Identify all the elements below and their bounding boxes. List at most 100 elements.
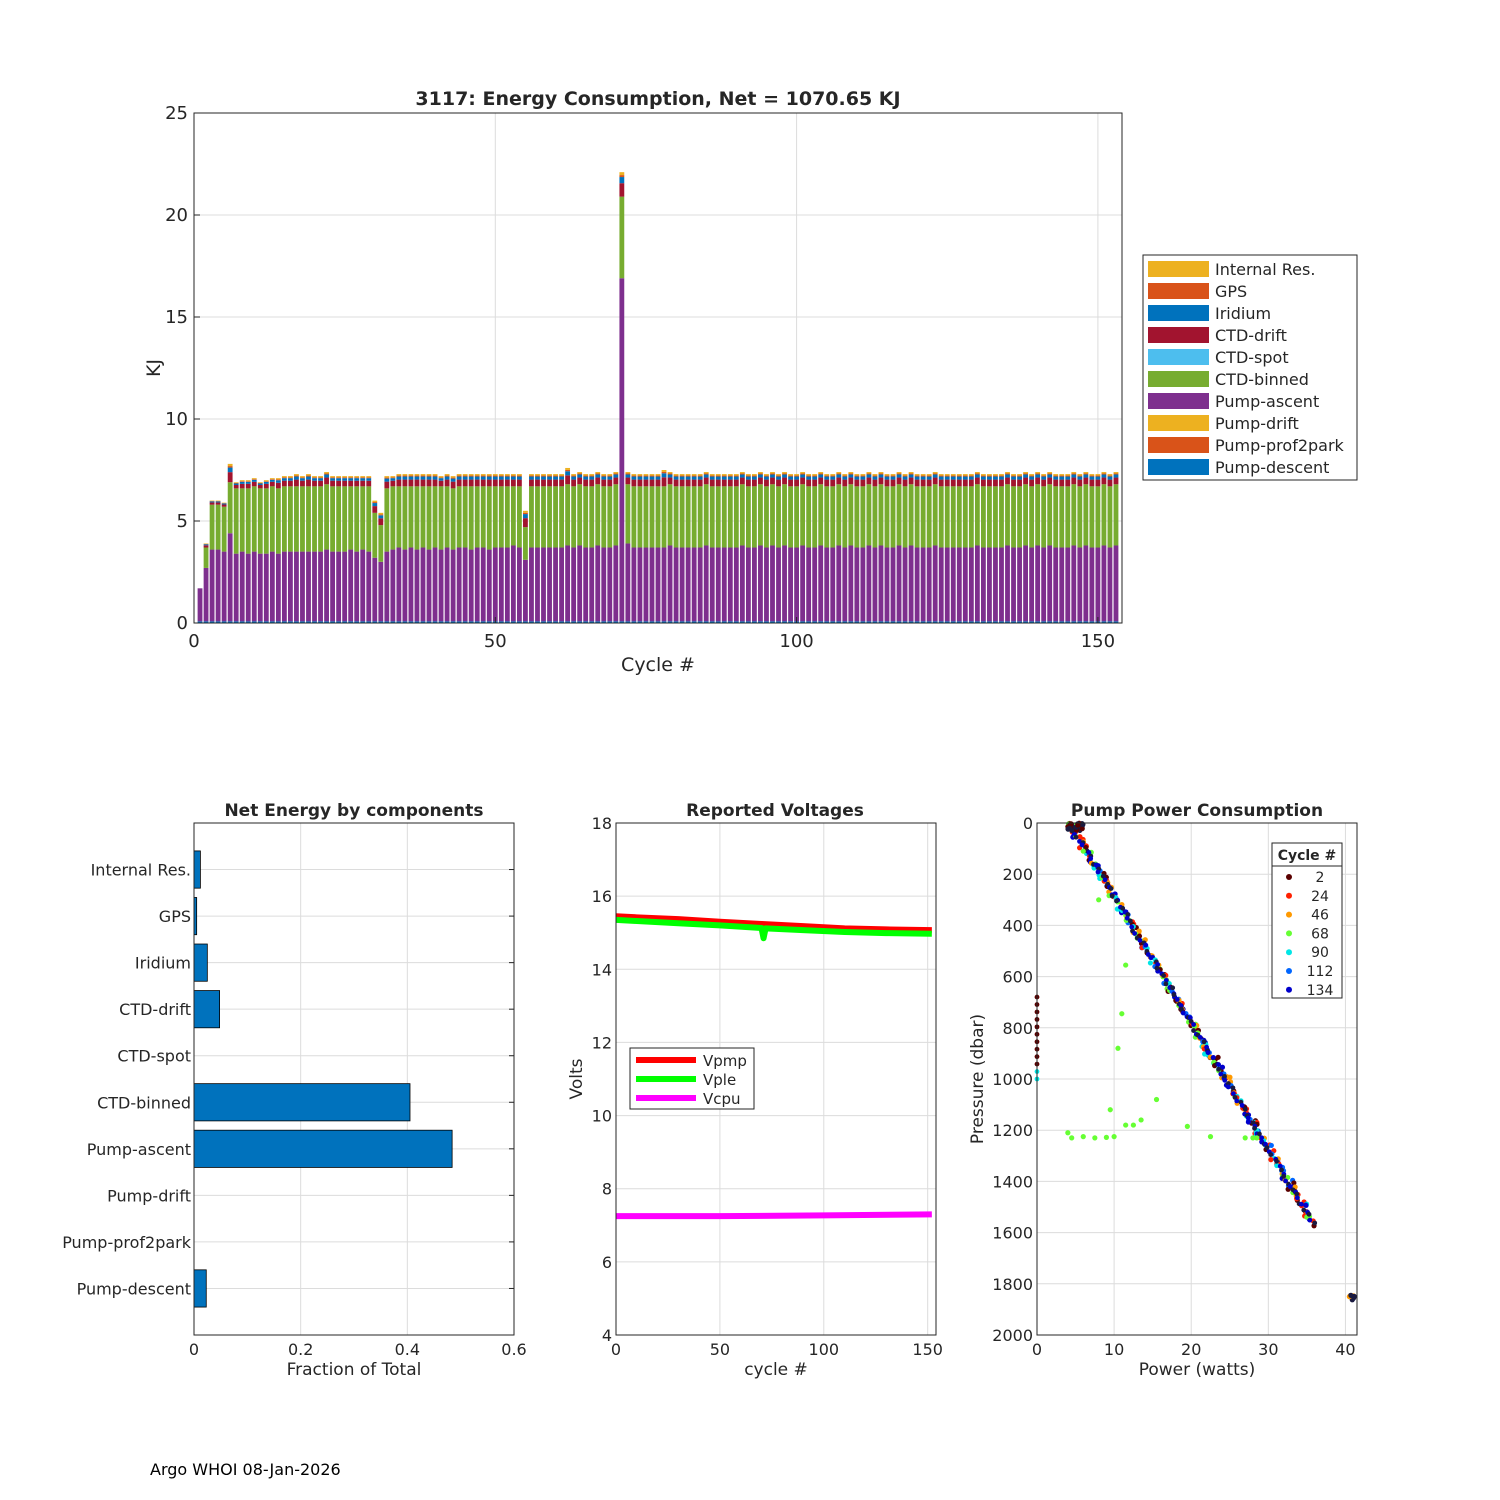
energy-bar-segment bbox=[661, 470, 667, 472]
energy-bar-segment bbox=[649, 621, 655, 623]
energy-bar-segment bbox=[318, 477, 323, 479]
energy-bar-segment bbox=[745, 621, 751, 623]
energy-bar-segment bbox=[812, 475, 818, 477]
energy-bar-segment bbox=[1065, 486, 1071, 548]
energy-bar-segment bbox=[999, 474, 1004, 476]
energy-bar-segment bbox=[987, 479, 992, 487]
pump-scatter-point bbox=[1197, 1035, 1203, 1040]
energy-bar-segment bbox=[245, 481, 251, 484]
energy-bar-segment bbox=[727, 479, 733, 487]
energy-bar-segment bbox=[420, 486, 426, 548]
energy-bar-segment bbox=[926, 486, 932, 548]
energy-bar-segment bbox=[974, 474, 980, 478]
pump-x-tick-label: 0 bbox=[1032, 1340, 1042, 1359]
energy-bar-segment bbox=[631, 474, 637, 476]
energy-bar-segment bbox=[968, 475, 974, 477]
energy-bar-segment bbox=[275, 482, 281, 489]
energy-bar-segment bbox=[956, 479, 962, 487]
energy-bar-segment bbox=[1113, 472, 1119, 474]
energy-bar-segment bbox=[396, 547, 402, 622]
energy-bar-segment bbox=[523, 621, 528, 623]
energy-bar-segment bbox=[1005, 545, 1010, 622]
energy-bar-segment bbox=[529, 475, 534, 477]
energy-bar-segment bbox=[269, 479, 275, 480]
energy-bar-segment bbox=[342, 551, 348, 622]
energy-bar-segment bbox=[462, 621, 468, 623]
pump-scatter-point bbox=[1279, 1167, 1284, 1173]
pump-axes-box bbox=[1036, 822, 1358, 1336]
energy-bar-segment bbox=[275, 488, 281, 554]
energy-bar-segment bbox=[878, 473, 884, 475]
energy-bar-segment bbox=[691, 476, 697, 480]
energy-bar-segment bbox=[818, 474, 824, 478]
energy-bar-segment bbox=[589, 476, 595, 480]
energy-bar-segment bbox=[643, 479, 649, 487]
energy-bar-segment bbox=[269, 621, 275, 623]
energy-bar-segment bbox=[848, 472, 854, 474]
energy-bar-segment bbox=[860, 474, 866, 476]
energy-bar-segment bbox=[956, 486, 962, 548]
energy-bar-segment bbox=[956, 475, 962, 477]
energy-bar-segment bbox=[987, 486, 992, 548]
energy-bar-segment bbox=[643, 474, 649, 476]
energy-bar-segment bbox=[739, 474, 745, 478]
energy-bar-segment bbox=[914, 474, 920, 476]
pump-scatter-point bbox=[1191, 1022, 1197, 1027]
pump-y-tick-label: 1400 bbox=[992, 1172, 1033, 1191]
energy-bar-segment bbox=[691, 474, 697, 476]
energy-bar-segment bbox=[890, 475, 896, 477]
energy-bar-segment bbox=[583, 547, 589, 622]
energy-bar-segment bbox=[221, 551, 227, 622]
pump-scatter-point bbox=[1163, 981, 1169, 987]
energy-bar-segment bbox=[703, 621, 709, 623]
energy-y-tick-label: 10 bbox=[165, 409, 188, 430]
pump-legend-label: 134 bbox=[1307, 983, 1334, 999]
energy-bar-segment bbox=[1089, 486, 1095, 548]
energy-bar-segment bbox=[938, 486, 944, 548]
energy-bar-segment bbox=[402, 549, 408, 622]
energy-bar-segment bbox=[1113, 484, 1119, 546]
volts-x-tick-label: 0 bbox=[611, 1340, 621, 1359]
energy-bar-segment bbox=[956, 547, 962, 622]
pump-scatter-point bbox=[1207, 1134, 1214, 1140]
energy-bar-segment bbox=[535, 547, 540, 622]
pump-scatter-point bbox=[1178, 1003, 1184, 1008]
energy-bar-segment bbox=[486, 621, 492, 623]
energy-bar-segment bbox=[745, 475, 751, 477]
energy-bar-segment bbox=[233, 482, 239, 483]
energy-bar-segment bbox=[589, 621, 595, 623]
energy-bar-segment bbox=[318, 476, 323, 478]
pump-y-tick-label: 1000 bbox=[992, 1070, 1033, 1089]
energy-bar-segment bbox=[1071, 472, 1077, 474]
energy-bar-segment bbox=[577, 474, 583, 478]
energy-bar-segment bbox=[800, 545, 806, 622]
pump-scatter-point bbox=[1205, 1050, 1211, 1055]
pump-scatter-point bbox=[1086, 850, 1092, 855]
energy-bar-segment bbox=[1101, 545, 1107, 622]
energy-bar-segment bbox=[384, 621, 390, 623]
energy-bar-segment bbox=[432, 474, 438, 476]
energy-bar-segment bbox=[679, 475, 685, 477]
energy-bar-segment bbox=[637, 547, 643, 622]
energy-bar-segment bbox=[800, 484, 806, 546]
pump-scatter-point bbox=[1124, 915, 1130, 921]
energy-bar-segment bbox=[354, 551, 360, 622]
pump-scatter-point bbox=[1301, 1207, 1307, 1213]
energy-bar-segment bbox=[372, 557, 378, 622]
energy-bar-segment bbox=[1035, 545, 1041, 622]
energy-bar-segment bbox=[535, 475, 540, 477]
energy-bar-segment bbox=[408, 547, 414, 622]
energy-bar-segment bbox=[420, 474, 426, 476]
energy-bar-segment bbox=[625, 473, 631, 475]
energy-bar-segment bbox=[1005, 473, 1010, 475]
energy-bar-segment bbox=[516, 621, 522, 623]
pump-scatter-point bbox=[1103, 1134, 1109, 1140]
energy-bar-segment bbox=[679, 621, 685, 623]
energy-bar-segment bbox=[914, 486, 920, 548]
energy-bar-segment bbox=[535, 621, 540, 623]
energy-bar-segment bbox=[288, 476, 293, 478]
energy-legend-swatch bbox=[1148, 415, 1209, 431]
energy-bar-segment bbox=[1059, 547, 1065, 622]
energy-bar-segment bbox=[1035, 621, 1041, 623]
energy-bar-segment bbox=[372, 500, 378, 503]
